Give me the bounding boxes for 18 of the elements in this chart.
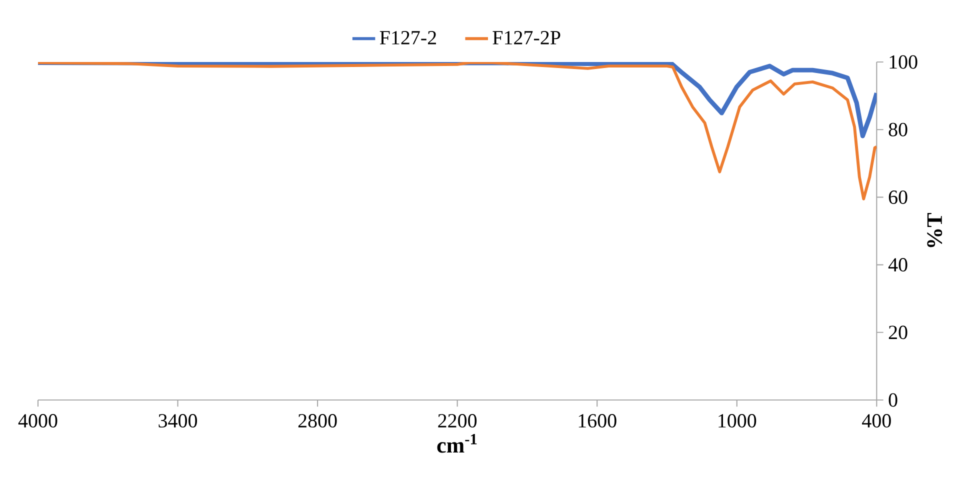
x-tick-label: 2800 (298, 414, 337, 428)
x-tick-label: 1000 (718, 414, 756, 428)
y-tick-label: 100 (890, 55, 918, 69)
line-series (38, 62, 877, 200)
x-tick-label: 4000 (18, 414, 58, 428)
x-tick-label: 3400 (158, 414, 198, 428)
x-tick-label: 1600 (578, 414, 616, 428)
x-tick-label: 400 (862, 414, 891, 428)
y-tick-label: 20 (888, 326, 908, 340)
legend-label: F127-2 (380, 31, 436, 44)
x-tick-label: 2200 (438, 414, 477, 428)
legend-label: F127-2P (492, 31, 560, 44)
y-tick-label: 80 (888, 122, 908, 136)
x-axis-title: cm$^{-1}$ (437, 434, 477, 453)
y-tick-label: 40 (888, 258, 908, 272)
y-tick-label: 60 (888, 190, 908, 204)
y-axis-title: %T (927, 212, 942, 248)
y-tick-label: 0 (888, 393, 898, 407)
